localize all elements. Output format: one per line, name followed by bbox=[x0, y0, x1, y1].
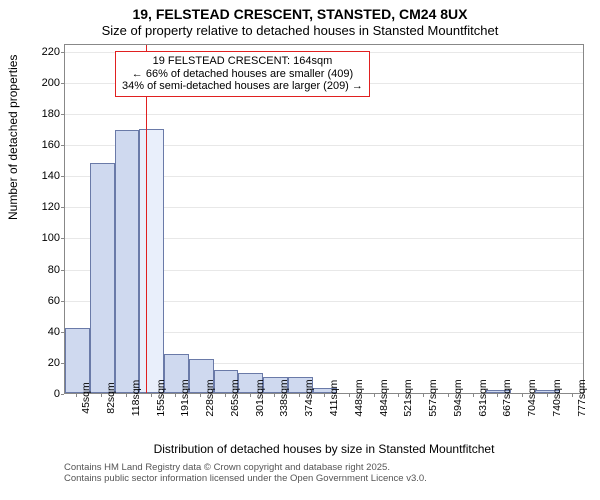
x-tick-label: 265sqm bbox=[229, 379, 241, 416]
y-tick-mark bbox=[61, 301, 64, 302]
chart-title-main: 19, FELSTEAD CRESCENT, STANSTED, CM24 8U… bbox=[0, 0, 600, 23]
y-tick-mark bbox=[61, 238, 64, 239]
histogram-bar bbox=[139, 129, 164, 393]
x-tick-mark bbox=[175, 393, 176, 397]
y-axis-label: Number of detached properties bbox=[6, 55, 20, 220]
footer-line-1: Contains HM Land Registry data © Crown c… bbox=[64, 462, 427, 473]
x-tick-mark bbox=[200, 393, 201, 397]
histogram-bar bbox=[90, 163, 115, 393]
y-tick-label: 200 bbox=[42, 77, 60, 89]
x-tick-label: 557sqm bbox=[427, 379, 439, 416]
chart-title-sub: Size of property relative to detached ho… bbox=[0, 23, 600, 43]
x-tick-label: 82sqm bbox=[105, 382, 117, 414]
y-tick-label: 120 bbox=[42, 201, 60, 213]
x-tick-mark bbox=[76, 393, 77, 397]
x-tick-mark bbox=[225, 393, 226, 397]
x-tick-mark bbox=[324, 393, 325, 397]
x-tick-label: 45sqm bbox=[80, 382, 92, 414]
x-tick-mark bbox=[126, 393, 127, 397]
annotation-line-3: 34% of semi-detached houses are larger (… bbox=[122, 80, 363, 93]
x-tick-label: 521sqm bbox=[402, 379, 414, 416]
x-tick-mark bbox=[274, 393, 275, 397]
y-tick-label: 20 bbox=[48, 357, 60, 369]
y-tick-mark bbox=[61, 332, 64, 333]
y-tick-label: 160 bbox=[42, 139, 60, 151]
x-tick-mark bbox=[572, 393, 573, 397]
y-tick-label: 140 bbox=[42, 170, 60, 182]
x-tick-label: 374sqm bbox=[303, 379, 315, 416]
y-tick-mark bbox=[61, 145, 64, 146]
gridline bbox=[65, 114, 583, 115]
y-tick-label: 40 bbox=[48, 326, 60, 338]
annotation-line-1: 19 FELSTEAD CRESCENT: 164sqm bbox=[122, 55, 363, 68]
y-tick-mark bbox=[61, 52, 64, 53]
x-tick-label: 777sqm bbox=[576, 379, 588, 416]
y-tick-label: 180 bbox=[42, 108, 60, 120]
x-tick-label: 118sqm bbox=[130, 380, 142, 417]
footer-line-2: Contains public sector information licen… bbox=[64, 473, 427, 484]
y-tick-mark bbox=[61, 207, 64, 208]
x-tick-label: 155sqm bbox=[155, 379, 167, 416]
y-tick-mark bbox=[61, 176, 64, 177]
x-tick-mark bbox=[522, 393, 523, 397]
x-tick-mark bbox=[349, 393, 350, 397]
highlight-marker-line bbox=[146, 45, 147, 393]
x-tick-mark bbox=[250, 393, 251, 397]
histogram-bar bbox=[115, 130, 140, 393]
x-tick-label: 448sqm bbox=[353, 379, 365, 416]
x-tick-label: 191sqm bbox=[179, 379, 191, 416]
x-tick-mark bbox=[423, 393, 424, 397]
y-tick-label: 80 bbox=[48, 264, 60, 276]
x-tick-label: 411sqm bbox=[328, 380, 340, 417]
x-tick-mark bbox=[151, 393, 152, 397]
y-tick-label: 60 bbox=[48, 295, 60, 307]
x-tick-label: 338sqm bbox=[278, 379, 290, 416]
x-tick-label: 631sqm bbox=[477, 379, 489, 416]
y-tick-mark bbox=[61, 270, 64, 271]
x-tick-label: 740sqm bbox=[551, 379, 563, 416]
x-axis-label: Distribution of detached houses by size … bbox=[64, 442, 584, 456]
y-tick-label: 0 bbox=[54, 388, 60, 400]
x-tick-label: 704sqm bbox=[526, 379, 538, 416]
x-tick-label: 484sqm bbox=[378, 379, 390, 416]
annotation-line-2: ← 66% of detached houses are smaller (40… bbox=[122, 68, 363, 81]
x-tick-mark bbox=[473, 393, 474, 397]
y-tick-mark bbox=[61, 394, 64, 395]
y-tick-label: 220 bbox=[42, 46, 60, 58]
chart-plot-area: 19 FELSTEAD CRESCENT: 164sqm← 66% of det… bbox=[64, 44, 584, 394]
x-tick-mark bbox=[398, 393, 399, 397]
x-tick-label: 667sqm bbox=[501, 379, 513, 416]
x-tick-mark bbox=[101, 393, 102, 397]
x-tick-mark bbox=[547, 393, 548, 397]
x-tick-label: 594sqm bbox=[452, 379, 464, 416]
x-tick-label: 228sqm bbox=[204, 379, 216, 416]
annotation-box: 19 FELSTEAD CRESCENT: 164sqm← 66% of det… bbox=[115, 51, 370, 97]
x-tick-mark bbox=[497, 393, 498, 397]
y-tick-mark bbox=[61, 363, 64, 364]
x-tick-label: 301sqm bbox=[254, 379, 266, 416]
y-tick-label: 100 bbox=[42, 232, 60, 244]
y-tick-mark bbox=[61, 114, 64, 115]
x-tick-mark bbox=[374, 393, 375, 397]
footer-attribution: Contains HM Land Registry data © Crown c… bbox=[64, 462, 427, 485]
y-tick-mark bbox=[61, 83, 64, 84]
x-tick-mark bbox=[448, 393, 449, 397]
x-tick-mark bbox=[299, 393, 300, 397]
